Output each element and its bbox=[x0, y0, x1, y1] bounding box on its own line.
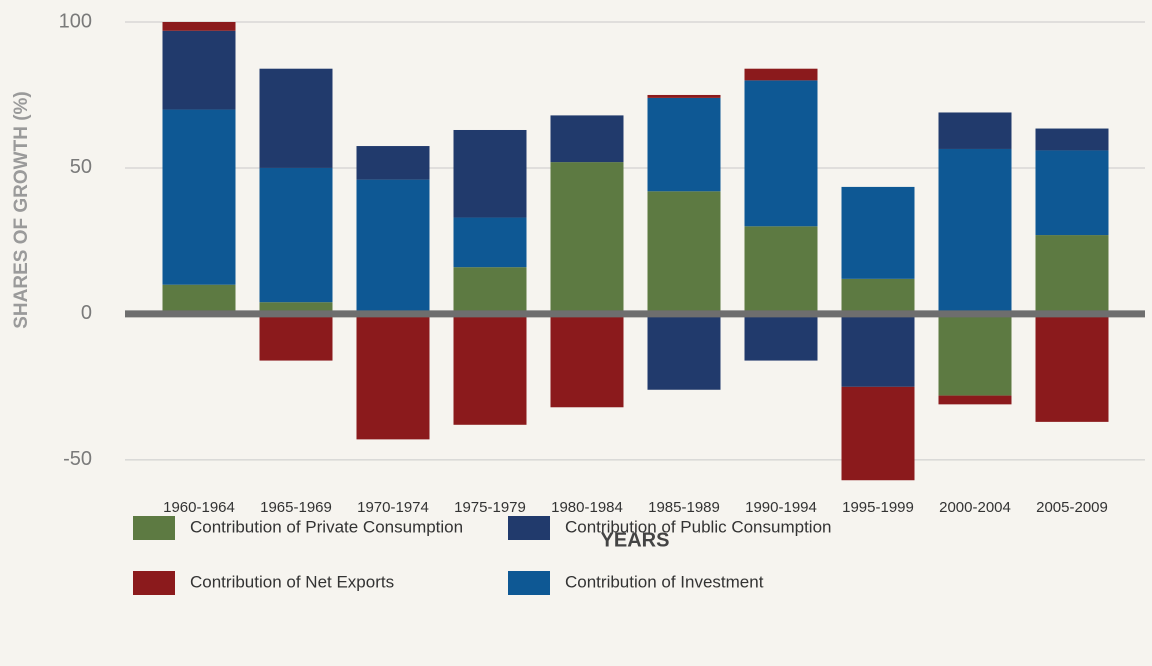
bar-segment bbox=[647, 97, 721, 192]
bar-segment bbox=[550, 162, 624, 314]
bar-segment bbox=[938, 148, 1012, 314]
bar-segment bbox=[1035, 128, 1109, 151]
bar-segment bbox=[938, 395, 1012, 405]
bar-segment bbox=[1035, 313, 1109, 422]
legend-label: Contribution of Public Consumption bbox=[565, 517, 831, 536]
bar-segment bbox=[356, 179, 430, 314]
y-axis-title: SHARES OF GROWTH (%) bbox=[11, 91, 32, 329]
bar-segment bbox=[938, 112, 1012, 149]
bar-segment bbox=[1035, 150, 1109, 236]
bar-segment bbox=[647, 313, 721, 390]
bar-segment bbox=[841, 186, 915, 279]
bar-segment bbox=[550, 115, 624, 163]
bar-segment bbox=[938, 313, 1012, 396]
legend-swatch bbox=[133, 516, 175, 540]
x-tick-label: 1965-1969 bbox=[260, 499, 332, 516]
x-tick-label: 1995-1999 bbox=[842, 499, 914, 516]
legend-label: Contribution of Private Consumption bbox=[190, 517, 463, 536]
x-axis-title: YEARS bbox=[601, 529, 670, 551]
bar-segment bbox=[744, 226, 818, 314]
bar-segment bbox=[356, 313, 430, 440]
bar-segment bbox=[550, 313, 624, 408]
x-tick-label: 1970-1974 bbox=[357, 499, 429, 516]
bar-segment bbox=[259, 302, 333, 314]
bar-segment bbox=[162, 109, 236, 285]
legend-swatch bbox=[133, 571, 175, 595]
bar-segment bbox=[453, 313, 527, 425]
bar-segment bbox=[1035, 235, 1109, 314]
bar-segment bbox=[259, 313, 333, 361]
bar-segment bbox=[453, 129, 527, 218]
legend-label: Contribution of Net Exports bbox=[190, 572, 394, 591]
x-tick-label: 1990-1994 bbox=[745, 499, 817, 516]
bar-segment bbox=[744, 68, 818, 81]
bar-segment bbox=[162, 30, 236, 110]
x-tick-label: 1985-1989 bbox=[648, 499, 720, 516]
y-tick-label: 0 bbox=[81, 302, 92, 324]
bar-segment bbox=[259, 167, 333, 303]
x-tick-label: 2005-2009 bbox=[1036, 499, 1108, 516]
bar-segment bbox=[162, 284, 236, 314]
legend-swatch bbox=[508, 516, 550, 540]
x-tick-label: 1975-1979 bbox=[454, 499, 526, 516]
legend-swatch bbox=[508, 571, 550, 595]
x-tick-label: 1960-1964 bbox=[163, 499, 235, 516]
bar-segment bbox=[841, 313, 915, 387]
bar-segment bbox=[647, 94, 721, 98]
bar-segment bbox=[453, 217, 527, 268]
bar-segment bbox=[744, 313, 818, 361]
bar-segment bbox=[744, 80, 818, 227]
x-tick-label: 2000-2004 bbox=[939, 499, 1011, 516]
bar-segment bbox=[453, 267, 527, 314]
bar-segment bbox=[647, 191, 721, 314]
bar-segment bbox=[259, 68, 333, 168]
y-tick-label: 100 bbox=[59, 10, 92, 32]
y-tick-label: 50 bbox=[70, 156, 92, 178]
y-tick-label: -50 bbox=[63, 448, 92, 470]
bar-segment bbox=[162, 22, 236, 31]
x-tick-label: 1980-1984 bbox=[551, 499, 623, 516]
legend-label: Contribution of Investment bbox=[565, 572, 764, 591]
bar-segment bbox=[841, 278, 915, 314]
bar-segment bbox=[841, 386, 915, 481]
bar-segment bbox=[356, 146, 430, 180]
